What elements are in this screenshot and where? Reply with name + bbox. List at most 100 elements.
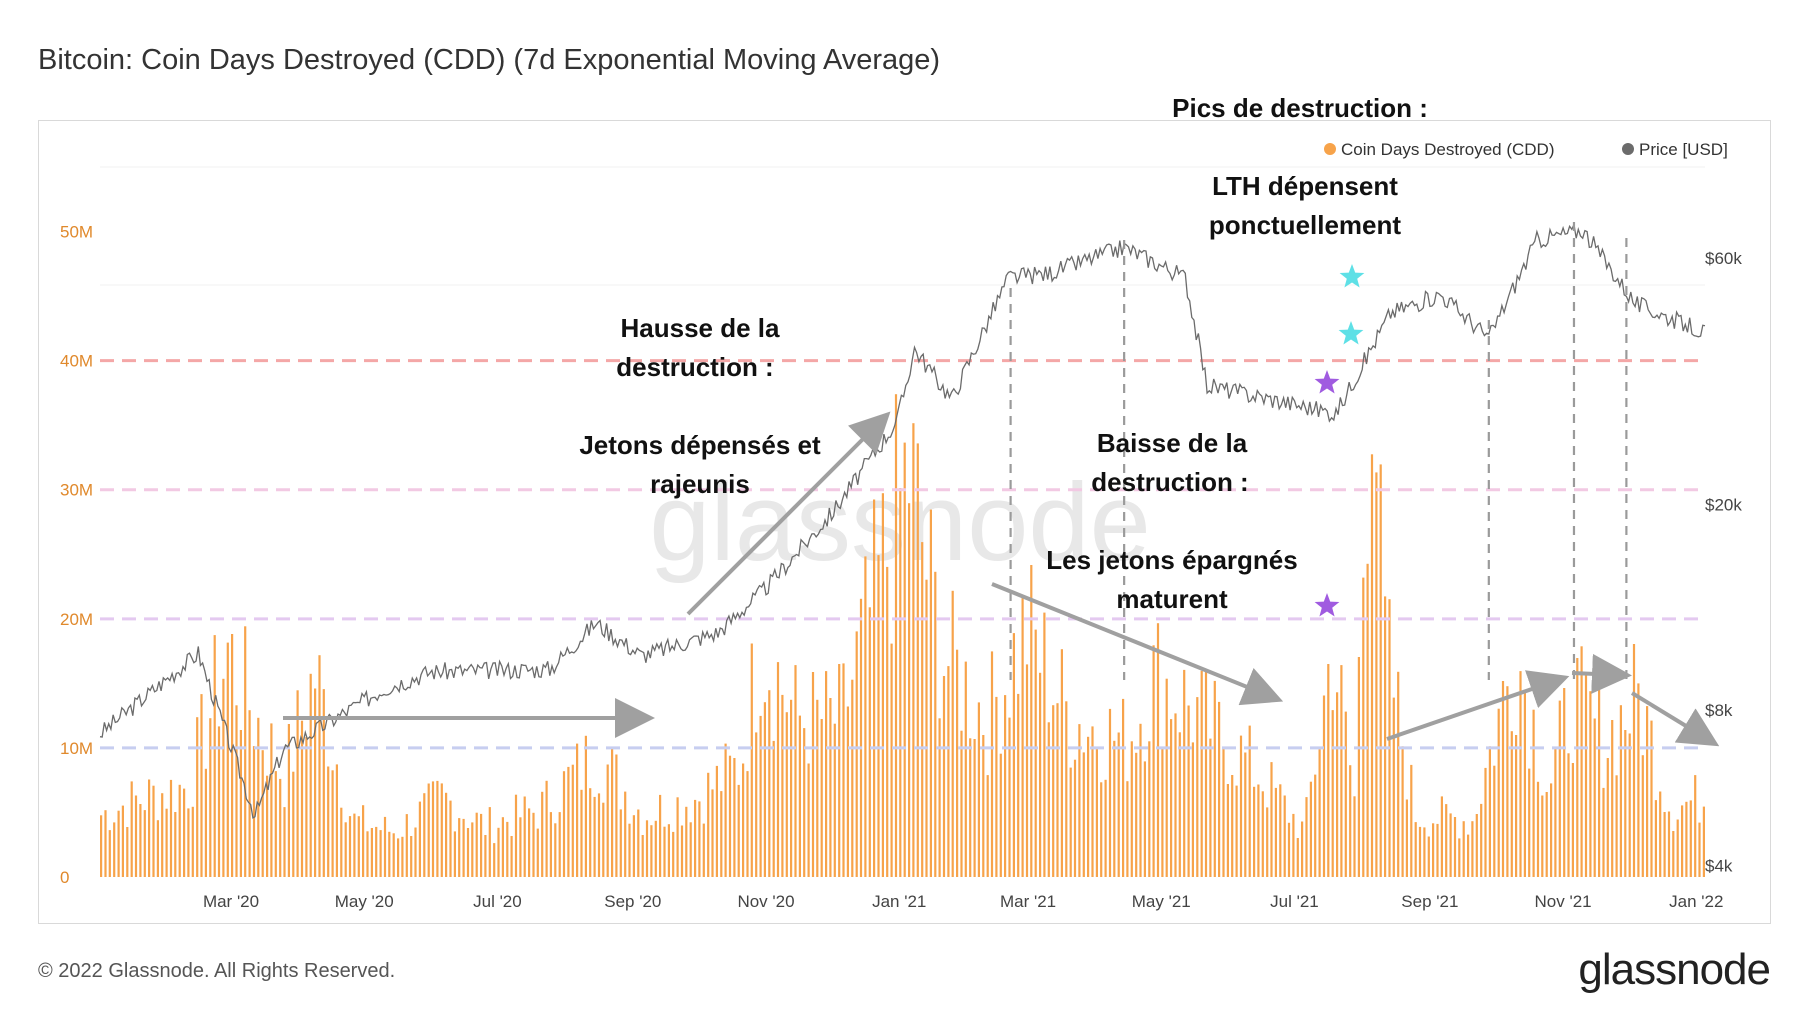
cdd-bar [1156,623,1160,877]
annotation-spent-line1: Jetons dépensés et [579,430,821,460]
cdd-bar [973,739,976,877]
cdd-bar [1322,695,1326,877]
cdd-bar [1108,708,1112,877]
cdd-bar [1327,664,1330,877]
cdd-bar [506,821,509,877]
cdd-bar [1488,746,1491,877]
cdd-bar [383,816,387,877]
cdd-bar [1698,822,1701,877]
x-tick-label: Mar '21 [1000,892,1056,911]
cdd-bar [645,820,649,877]
cdd-bar [925,579,928,877]
cdd-bar [1471,821,1474,877]
cdd-bar [1231,775,1234,877]
cdd-bar [1279,784,1282,877]
cdd-bar [418,801,421,877]
cdd-bar [1305,797,1308,877]
left-tick-label: 20M [60,610,93,629]
cdd-bar [1440,796,1443,877]
cdd-bar [1501,681,1505,877]
arrow-rise-2 [1386,670,1570,741]
cdd-bar [501,817,504,877]
cdd-bar [794,665,797,877]
cdd-bar [279,778,282,877]
cdd-bar [169,779,173,877]
cdd-bar [314,688,317,877]
cdd-bar [431,781,435,877]
cdd-bar [654,820,657,877]
cdd-bar [1087,736,1090,877]
cdd-bar [414,827,417,877]
cdd-bar [322,689,325,877]
cdd-bar [370,828,373,877]
cdd-bar [768,690,771,877]
cdd-bar [628,823,631,877]
cdd-bar [270,723,273,877]
cdd-bar [1672,831,1675,877]
cdd-bar [1143,761,1146,877]
markers [1314,264,1365,617]
cdd-bar [1248,725,1251,877]
cdd-bar [977,702,980,877]
cdd-bar [1467,834,1470,877]
chart-panel [38,120,1771,924]
cdd-bar [1266,807,1269,877]
cdd-bar [357,816,360,877]
cdd-bar [1624,730,1627,877]
cdd-bar [1065,701,1068,877]
cdd-bar [1025,664,1029,877]
cdd-bar [174,812,177,877]
cdd-bar [1331,710,1334,877]
cdd-bar [100,815,103,877]
cdd-bar [1043,612,1046,877]
cyan-star-icon [1338,321,1364,345]
cdd-bar [126,827,129,877]
cdd-bar [353,813,356,877]
cdd-bar [1257,784,1260,877]
cdd-bar [597,793,601,877]
cdd-bar [1161,748,1164,877]
cdd-bar [571,764,574,877]
cdd-bar [287,724,290,877]
cdd-bar [1462,821,1465,877]
cdd-bar [1030,565,1033,877]
cdd-bar [1484,767,1487,877]
cdd-bar [619,809,622,877]
cdd-bar [366,831,369,877]
cdd-bar [1632,644,1636,877]
cdd-bar [1676,819,1679,877]
cdd-bar [274,771,277,877]
cdd-bar [375,826,378,877]
cdd-bar [1274,787,1277,877]
cdd-bar [881,493,884,877]
cdd-bar [781,694,784,877]
annotation-rise-line2: destruction : [616,352,773,382]
cdd-bar [1667,811,1671,877]
cdd-bar [1183,669,1186,877]
cdd-bar [1576,658,1579,877]
cdd-bar [187,808,190,877]
cdd-bar [1344,711,1347,877]
cdd-bar [676,797,679,877]
cdd-bar [1283,795,1286,877]
cdd-bar [1523,693,1526,877]
cdd-bar [728,755,732,877]
arrow-fall-2 [1630,691,1720,747]
cdd-bar [1589,691,1592,877]
cdd-bar [252,746,256,877]
cdd-bar [632,815,635,877]
cdd-bar [1615,775,1618,877]
cdd-bar [1370,454,1374,877]
cdd-bar [1545,792,1548,877]
cdd-bar [292,771,295,877]
cdd-bar [816,699,819,877]
cdd-bar [191,806,194,877]
cdd-bar [541,791,544,877]
cdd-bar [344,822,347,877]
cdd-bar [1165,678,1168,877]
cdd-bar [842,663,845,877]
cdd-bar [1702,806,1705,877]
cdd-bar [825,671,828,877]
cdd-bar [152,785,155,877]
legend-price-marker [1622,143,1634,155]
